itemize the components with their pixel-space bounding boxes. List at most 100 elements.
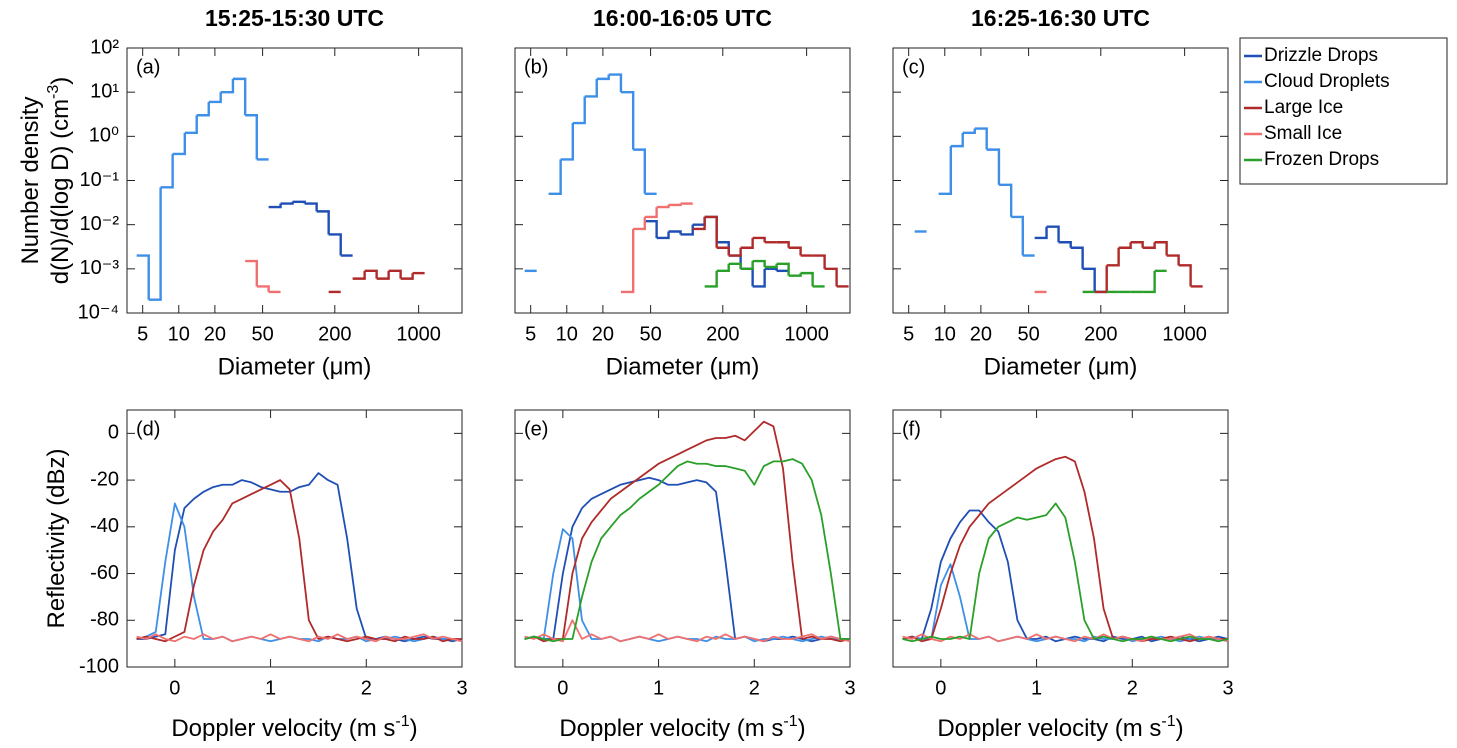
step-segment — [184, 115, 198, 135]
x-tick-label: 50 — [639, 323, 661, 345]
y-axis-label-part: Reflectivity (dBz) — [43, 448, 70, 628]
step-segment — [740, 237, 754, 249]
x-tick-label: 10 — [168, 323, 190, 345]
spectrum-line — [524, 476, 850, 643]
x-axis-label: Diameter (μm) — [606, 353, 760, 380]
step-segment — [704, 270, 718, 288]
step-segment — [644, 219, 658, 238]
step-segment — [1058, 241, 1072, 248]
panel-label: (f) — [902, 418, 921, 440]
step-segment — [136, 254, 150, 300]
step-segment — [256, 285, 270, 292]
step-segment — [633, 148, 646, 194]
legend-label: Drizzle Drops — [1264, 45, 1378, 66]
legend-label: Large Ice — [1264, 97, 1343, 118]
spectrum-line — [136, 502, 463, 643]
plot-frame — [892, 47, 1229, 314]
step-segment — [268, 203, 282, 209]
step-segment — [728, 262, 742, 269]
step-segment — [776, 241, 790, 248]
x-tick-label: 1 — [265, 677, 276, 699]
step-segment — [584, 78, 598, 98]
y-tick-label: 10⁻¹ — [80, 169, 120, 191]
step-segment — [388, 269, 402, 279]
spectrum-line — [902, 509, 1229, 643]
x-tick-label: 3 — [1222, 677, 1233, 699]
step-segment — [728, 247, 742, 257]
panel-title: 15:25-15:30 UTC — [205, 5, 384, 31]
legend-label: Small Ice — [1264, 123, 1342, 144]
step-segment — [764, 267, 778, 271]
legend-label: Frozen Drops — [1264, 149, 1379, 170]
step-segment — [280, 201, 294, 205]
step-segment — [596, 74, 610, 81]
step-segment — [824, 267, 838, 287]
step-segment — [974, 127, 988, 150]
x-tick-label: 5 — [525, 323, 536, 345]
step-segment — [620, 90, 635, 150]
step-segment — [220, 78, 235, 94]
x-axis-label-sup: -1 — [395, 713, 409, 730]
step-segment — [160, 153, 174, 189]
step-segment — [364, 269, 378, 279]
step-segment — [316, 210, 330, 235]
x-tick-label: 0 — [169, 677, 180, 699]
plot-frame — [892, 409, 1229, 668]
x-tick-label: 3 — [456, 677, 467, 699]
step-segment — [1034, 226, 1048, 240]
y-tick-label: 0 — [108, 422, 119, 444]
x-axis-label-sup: -1 — [783, 713, 797, 730]
y-tick-label: -40 — [90, 515, 119, 537]
panel-label: (a) — [136, 56, 160, 78]
step-segment — [148, 187, 162, 301]
step-segment — [776, 262, 790, 276]
step-segment — [656, 231, 670, 240]
x-tick-label: 0 — [557, 677, 568, 699]
y-tick-label: -80 — [90, 609, 119, 631]
step-segment — [788, 246, 802, 256]
y-axis-label: Reflectivity (dBz) — [43, 448, 70, 628]
x-axis-label-part: ) — [1176, 715, 1184, 742]
x-tick-label: 10 — [556, 323, 578, 345]
legend-frame — [1239, 37, 1448, 185]
step-segment — [1166, 254, 1180, 266]
step-segment — [1154, 241, 1168, 256]
step-segment — [1118, 242, 1132, 249]
step-segment — [1082, 267, 1096, 292]
step-segment — [548, 159, 562, 195]
x-tick-label: 3 — [844, 677, 855, 699]
step-segment — [788, 273, 802, 277]
y-tick-label: 10⁻⁴ — [78, 301, 119, 323]
plot-frame — [126, 409, 463, 668]
x-axis-label-part: Doppler velocity (m s — [559, 715, 783, 742]
step-segment — [950, 132, 964, 148]
step-segment — [998, 183, 1013, 217]
x-tick-label: 1 — [1031, 677, 1042, 699]
step-segment — [1094, 265, 1108, 294]
step-segment — [764, 263, 778, 269]
panel-label: (e) — [524, 418, 548, 440]
step-segment — [196, 101, 210, 117]
y-axis-label: d(N)/d(log D) (cm-3) — [45, 77, 75, 285]
spectrum-line — [902, 563, 1229, 643]
y-axis-label-sup: -3 — [45, 85, 62, 99]
step-segment — [608, 73, 623, 93]
step-segment — [1178, 264, 1192, 287]
step-segment — [245, 114, 258, 160]
x-tick-label: 2 — [1127, 677, 1138, 699]
y-axis-label: Number density — [17, 96, 44, 264]
x-tick-label: 20 — [592, 323, 614, 345]
step-segment — [692, 216, 706, 231]
step-segment — [656, 204, 670, 209]
step-segment — [962, 128, 976, 135]
step-segment — [1106, 247, 1120, 267]
step-segment — [800, 271, 814, 287]
x-tick-label: 20 — [970, 323, 992, 345]
step-segment — [400, 273, 414, 280]
legend-label: Cloud Droplets — [1264, 71, 1390, 92]
step-segment — [376, 270, 390, 280]
panel-label: (c) — [902, 56, 925, 78]
x-axis-label: Diameter (μm) — [218, 353, 372, 380]
x-tick-label: 50 — [251, 323, 273, 345]
